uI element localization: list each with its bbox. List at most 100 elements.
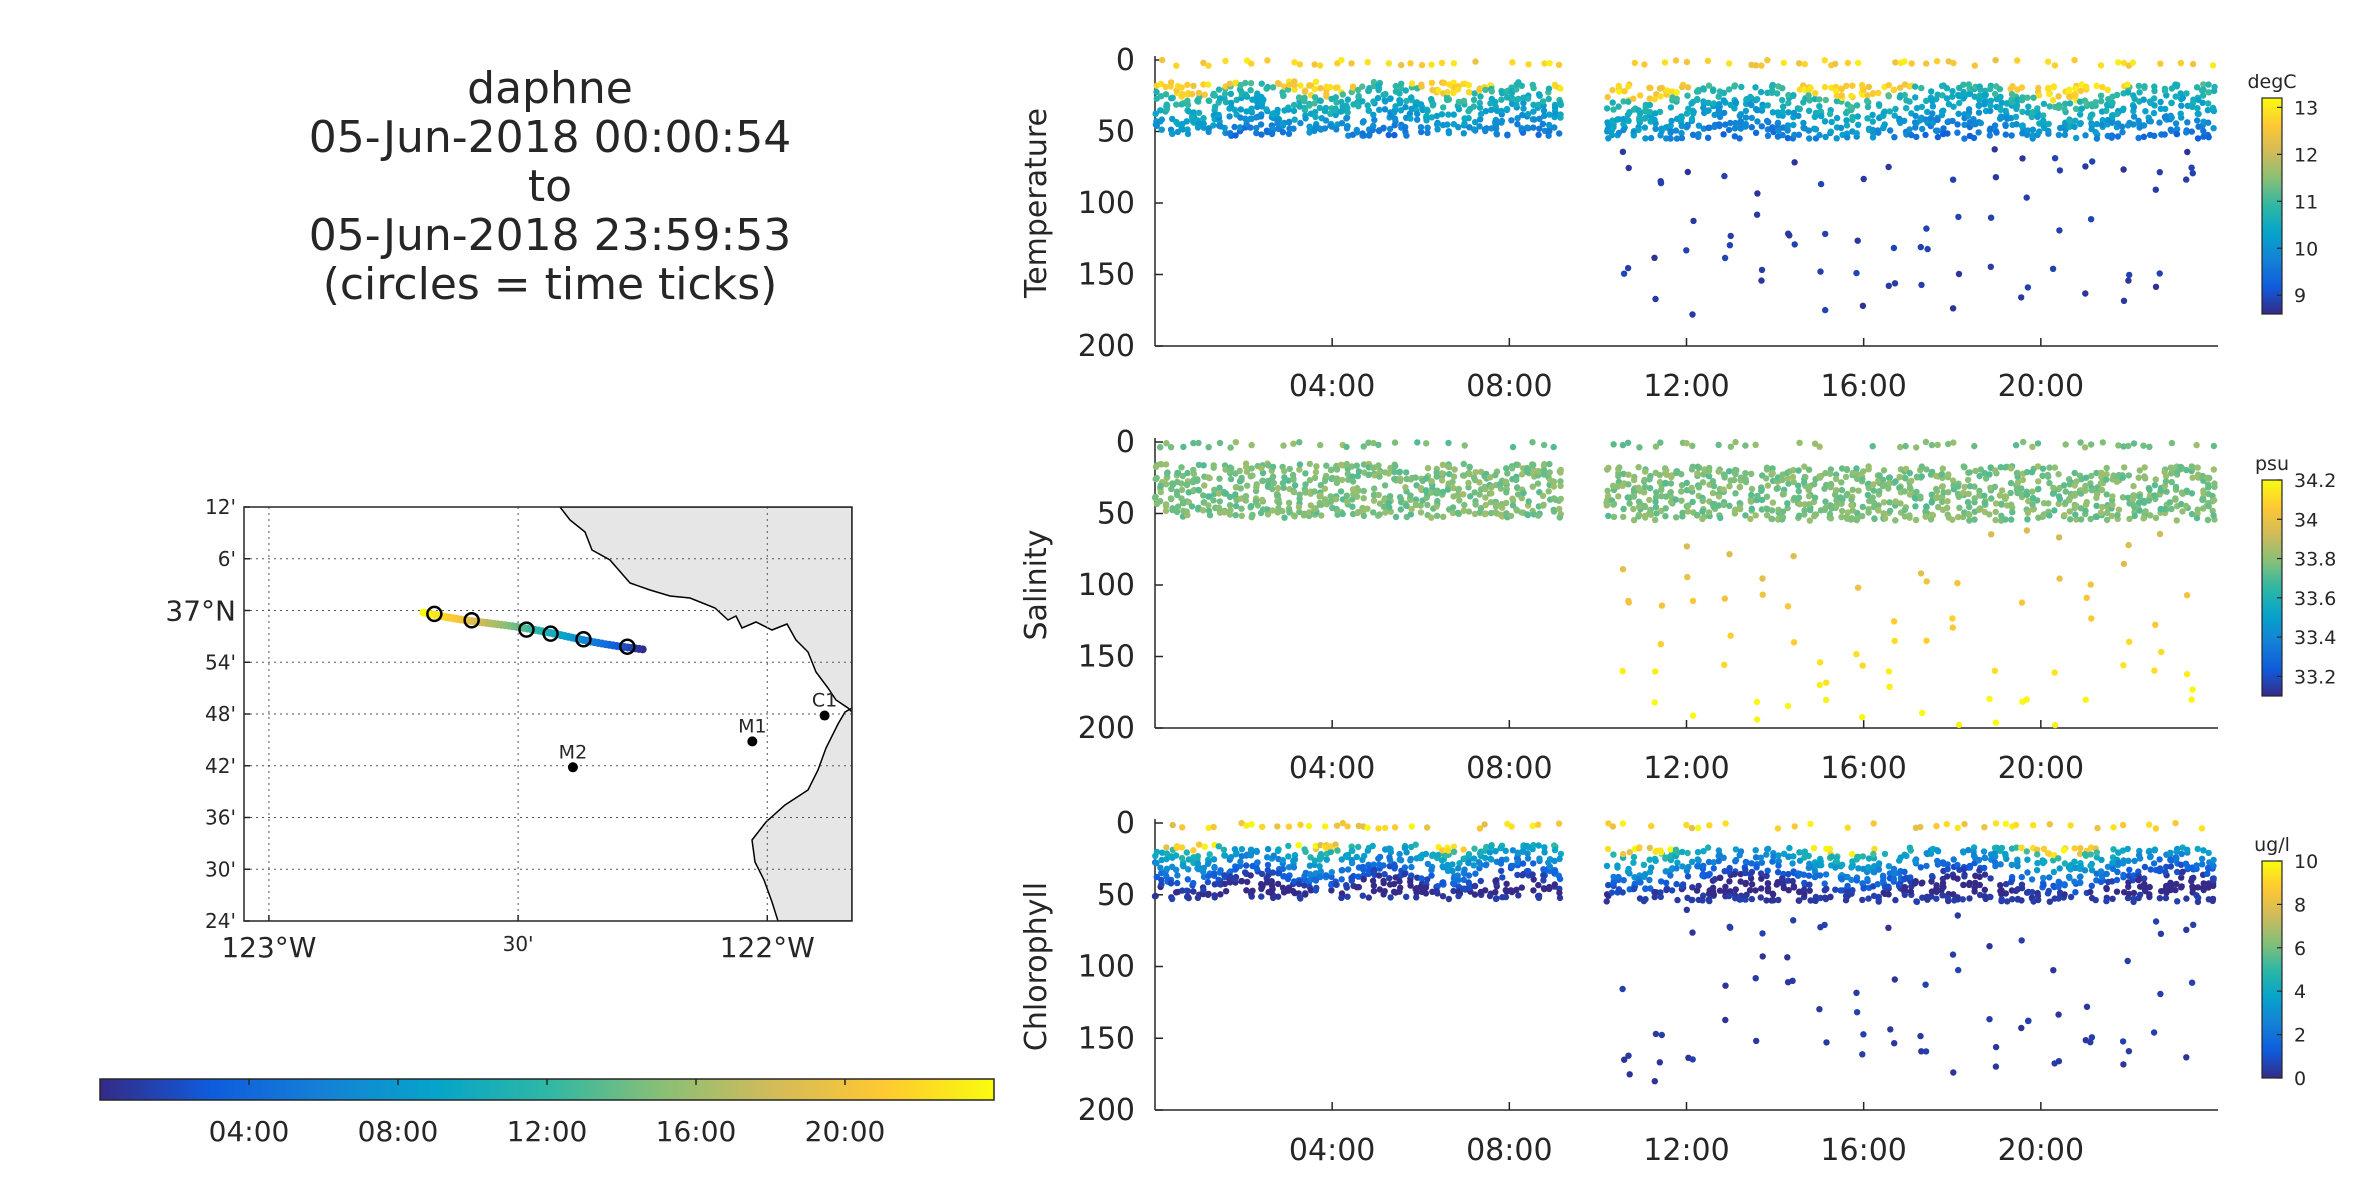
data-point <box>1986 471 1993 478</box>
data-point <box>1461 442 1468 449</box>
data-point <box>1190 109 1198 116</box>
data-point <box>1859 1051 1866 1058</box>
data-point <box>1327 848 1335 856</box>
data-point <box>2087 581 2094 588</box>
data-point <box>1497 844 1504 852</box>
data-point <box>1221 509 1228 516</box>
data-point <box>1195 439 1202 447</box>
time-colorbar-tick-label: 16:00 <box>656 1115 737 1148</box>
data-point <box>1215 880 1223 887</box>
data-point <box>1816 131 1823 139</box>
data-point <box>1445 895 1453 903</box>
data-point <box>1656 108 1664 116</box>
data-point <box>1518 884 1526 891</box>
data-point <box>1657 93 1664 100</box>
data-point <box>2066 508 2073 515</box>
data-point <box>1550 443 1557 451</box>
data-point <box>1359 119 1367 126</box>
data-point <box>1646 476 1653 483</box>
data-point <box>2061 891 2068 898</box>
data-point <box>2034 859 2041 867</box>
data-point <box>1470 103 1478 110</box>
data-point <box>1859 476 1866 483</box>
data-point <box>1833 858 1841 866</box>
data-point <box>2173 126 2181 133</box>
data-point <box>1757 88 1765 96</box>
data-point <box>1370 861 1377 868</box>
data-point <box>1648 864 1655 871</box>
data-point <box>1248 60 1255 67</box>
data-point <box>1730 476 1738 484</box>
data-point <box>1828 118 1835 126</box>
data-point <box>1642 468 1649 475</box>
data-point <box>1323 90 1330 98</box>
data-point <box>1541 849 1548 856</box>
data-point <box>1754 118 1761 125</box>
data-point <box>1779 491 1787 498</box>
data-point <box>1927 516 1935 523</box>
data-point <box>1975 102 1983 110</box>
data-point <box>1428 61 1435 68</box>
data-point <box>1981 824 1988 831</box>
data-point <box>1328 881 1335 889</box>
data-point <box>1912 112 1919 120</box>
data-point <box>2008 861 2016 868</box>
data-point <box>1205 444 1212 451</box>
data-point <box>1535 842 1542 849</box>
time-tick-circle <box>575 631 592 648</box>
data-point <box>1184 81 1191 89</box>
data-point <box>1201 843 1208 850</box>
data-point <box>1439 879 1447 886</box>
data-point <box>1732 886 1740 893</box>
data-point <box>2066 100 2074 107</box>
data-point <box>1417 883 1424 891</box>
data-point <box>2007 465 2015 472</box>
data-point <box>1684 573 1691 581</box>
data-point <box>1727 888 1734 895</box>
data-point <box>1848 864 1855 871</box>
data-point <box>2194 506 2201 513</box>
data-point <box>1541 844 1548 851</box>
data-point <box>1444 121 1451 128</box>
data-point <box>1348 60 1355 67</box>
data-point <box>1444 861 1451 869</box>
data-point <box>2108 878 2116 885</box>
data-point <box>1934 91 1941 98</box>
data-point <box>1477 116 1484 123</box>
data-point <box>1354 472 1362 480</box>
y-tick-label: 200 <box>1078 711 1135 746</box>
data-point <box>1731 125 1739 132</box>
data-point <box>1656 85 1664 92</box>
data-point <box>1992 719 2000 726</box>
data-point <box>1401 870 1408 878</box>
data-point <box>1699 479 1707 486</box>
data-point <box>1892 517 1899 524</box>
data-point <box>2104 86 2111 94</box>
data-point <box>1227 854 1235 861</box>
data-point <box>1689 131 1697 138</box>
data-point <box>1153 848 1161 856</box>
data-point <box>2141 464 2148 471</box>
data-point <box>2131 512 2138 520</box>
data-point <box>2130 872 2137 879</box>
data-point <box>2193 84 2201 91</box>
data-point <box>1757 870 1765 877</box>
data-point <box>2178 500 2185 508</box>
data-point <box>1838 513 1845 521</box>
data-point <box>1391 475 1398 483</box>
data-point <box>1523 842 1531 850</box>
data-point <box>1312 468 1320 476</box>
data-point <box>1917 243 1925 251</box>
data-point <box>1880 109 1888 117</box>
data-point <box>1630 132 1638 139</box>
data-point <box>1641 476 1648 484</box>
data-point <box>1327 110 1334 117</box>
data-point <box>1269 507 1276 514</box>
data-point <box>1837 887 1844 894</box>
data-point <box>1529 822 1536 829</box>
data-point <box>1535 881 1542 889</box>
data-point <box>1424 501 1431 509</box>
data-point <box>1280 873 1287 880</box>
data-point <box>1826 110 1834 118</box>
data-point <box>2119 821 2127 829</box>
